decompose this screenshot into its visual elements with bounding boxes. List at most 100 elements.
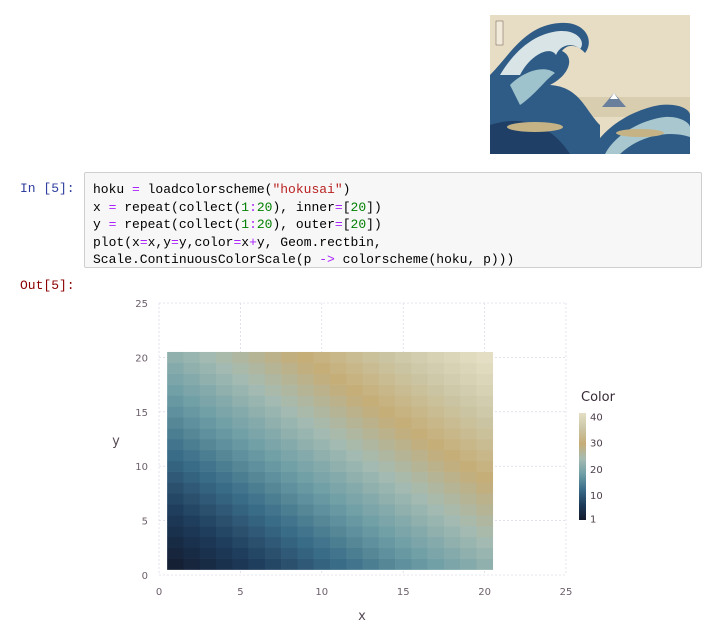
legend-tick-label: 1 (590, 515, 596, 526)
heatmap-cell-6-1 (248, 558, 266, 570)
heatmap-cell-6-13 (248, 428, 266, 440)
heatmap-cell-6-11 (248, 449, 266, 462)
heatmap-cell-16-6 (411, 504, 428, 516)
heatmap-cell-19-4 (460, 526, 477, 538)
heatmap-cell-2-16 (183, 395, 200, 407)
heatmap-cell-13-5 (362, 515, 380, 527)
heatmap-cell-9-10 (297, 460, 314, 472)
heatmap-cell-8-20 (281, 351, 298, 364)
heatmap-cell-16-3 (411, 536, 428, 549)
heatmap-cell-14-8 (378, 482, 396, 494)
heatmap-cell-7-15 (264, 406, 282, 418)
heatmap-cell-6-19 (248, 362, 266, 375)
heatmap-cell-20-14 (476, 417, 494, 429)
heatmap-cell-6-8 (248, 482, 266, 494)
heatmap-cell-4-20 (215, 351, 233, 364)
heatmap-cell-8-8 (281, 482, 298, 494)
heatmap-cell-11-14 (329, 417, 347, 429)
heatmap-cell-19-14 (460, 417, 477, 429)
heatmap-cell-3-4 (199, 526, 217, 538)
y-tick-label: 10 (135, 462, 148, 473)
color-legend: Color 40 30 20 10 1 (579, 390, 616, 526)
heatmap-cell-8-5 (281, 515, 298, 527)
heatmap-cell-18-12 (443, 439, 461, 451)
heatmap-cell-20-15 (476, 406, 494, 418)
heatmap-cell-14-14 (378, 417, 396, 429)
code-line-2: x = repeat(collect(1:20), inner=[20]) (93, 200, 382, 215)
heatmap-cell-10-14 (313, 417, 331, 429)
heatmap-cell-13-9 (362, 471, 380, 483)
heatmap-cell-16-5 (411, 515, 428, 527)
heatmap-cell-2-10 (183, 460, 200, 472)
heatmap-cell-5-15 (232, 406, 249, 418)
heatmap-cell-15-17 (395, 384, 412, 396)
heatmap-cell-3-2 (199, 547, 217, 559)
heatmap-cell-19-1 (460, 558, 477, 570)
heatmap-cell-8-15 (281, 406, 298, 418)
heatmap-cell-3-6 (199, 504, 217, 516)
heatmap-cell-7-10 (264, 460, 282, 472)
heatmap-cell-7-2 (264, 547, 282, 559)
heatmap-cell-6-17 (248, 384, 266, 396)
heatmap-cell-18-2 (443, 547, 461, 559)
code-cell[interactable]: hoku = loadcolorscheme("hokusai") x = re… (84, 172, 702, 268)
heatmap-cell-10-12 (313, 439, 331, 451)
heatmap-cell-3-20 (199, 351, 217, 364)
y-axis-label: y (112, 434, 120, 449)
heatmap-cell-3-12 (199, 439, 217, 451)
heatmap-cell-9-1 (297, 558, 314, 570)
heatmap-cell-15-19 (395, 362, 412, 375)
heatmap-cell-8-9 (281, 471, 298, 483)
heatmap-cell-5-1 (232, 558, 249, 570)
heatmap-cell-17-14 (427, 417, 445, 429)
heatmap-cell-4-16 (215, 395, 233, 407)
heatmap-cell-14-6 (378, 504, 396, 516)
heatmap-cell-15-5 (395, 515, 412, 527)
heatmap-cell-15-14 (395, 417, 412, 429)
heatmap-cell-11-17 (329, 384, 347, 396)
heatmap-cell-9-3 (297, 536, 314, 549)
heatmap-cell-14-3 (378, 536, 396, 549)
heatmap-cell-18-1 (443, 558, 461, 570)
heatmap-cell-2-3 (183, 536, 200, 549)
heatmap-cell-17-15 (427, 406, 445, 418)
code-editor[interactable]: hoku = loadcolorscheme("hokusai") x = re… (93, 181, 514, 269)
heatmap-cell-6-14 (248, 417, 266, 429)
heatmap-cell-5-12 (232, 439, 249, 451)
heatmap-cell-12-20 (346, 351, 363, 364)
legend-colorbar (579, 413, 586, 520)
heatmap-cell-8-3 (281, 536, 298, 549)
heatmap-cell-5-16 (232, 395, 249, 407)
heatmap-cell-2-19 (183, 362, 200, 375)
heatmap-cell-7-5 (264, 515, 282, 527)
heatmap-cell-16-18 (411, 373, 428, 385)
heatmap-cell-14-5 (378, 515, 396, 527)
heatmap-cell-8-12 (281, 439, 298, 451)
heatmap-cell-3-19 (199, 362, 217, 375)
heatmap-cell-1-13 (167, 428, 184, 440)
heatmap-cell-15-3 (395, 536, 412, 549)
heatmap-cell-6-9 (248, 471, 266, 483)
heatmap-cell-14-16 (378, 395, 396, 407)
heatmap-cell-6-6 (248, 504, 266, 516)
heatmap-cell-9-6 (297, 504, 314, 516)
legend-tick-label: 10 (590, 491, 603, 502)
heatmap-cell-11-11 (329, 449, 347, 462)
heatmap-cell-16-13 (411, 428, 428, 440)
heatmap-cell-3-1 (199, 558, 217, 570)
heatmap-cell-6-2 (248, 547, 266, 559)
heatmap-cell-4-9 (215, 471, 233, 483)
heatmap-cell-18-10 (443, 460, 461, 472)
heatmap-cell-15-20 (395, 351, 412, 364)
heatmap-cell-10-11 (313, 449, 331, 462)
heatmap-cell-8-18 (281, 373, 298, 385)
heatmap-cell-17-16 (427, 395, 445, 407)
heatmap-cell-13-17 (362, 384, 380, 396)
input-prompt: In [5]: (20, 181, 75, 196)
heatmap-cell-18-9 (443, 471, 461, 483)
heatmap-cell-20-8 (476, 482, 494, 494)
heatmap-cell-16-16 (411, 395, 428, 407)
x-tick-label: 10 (315, 587, 328, 598)
heatmap-cell-14-2 (378, 547, 396, 559)
heatmap-cell-11-10 (329, 460, 347, 472)
